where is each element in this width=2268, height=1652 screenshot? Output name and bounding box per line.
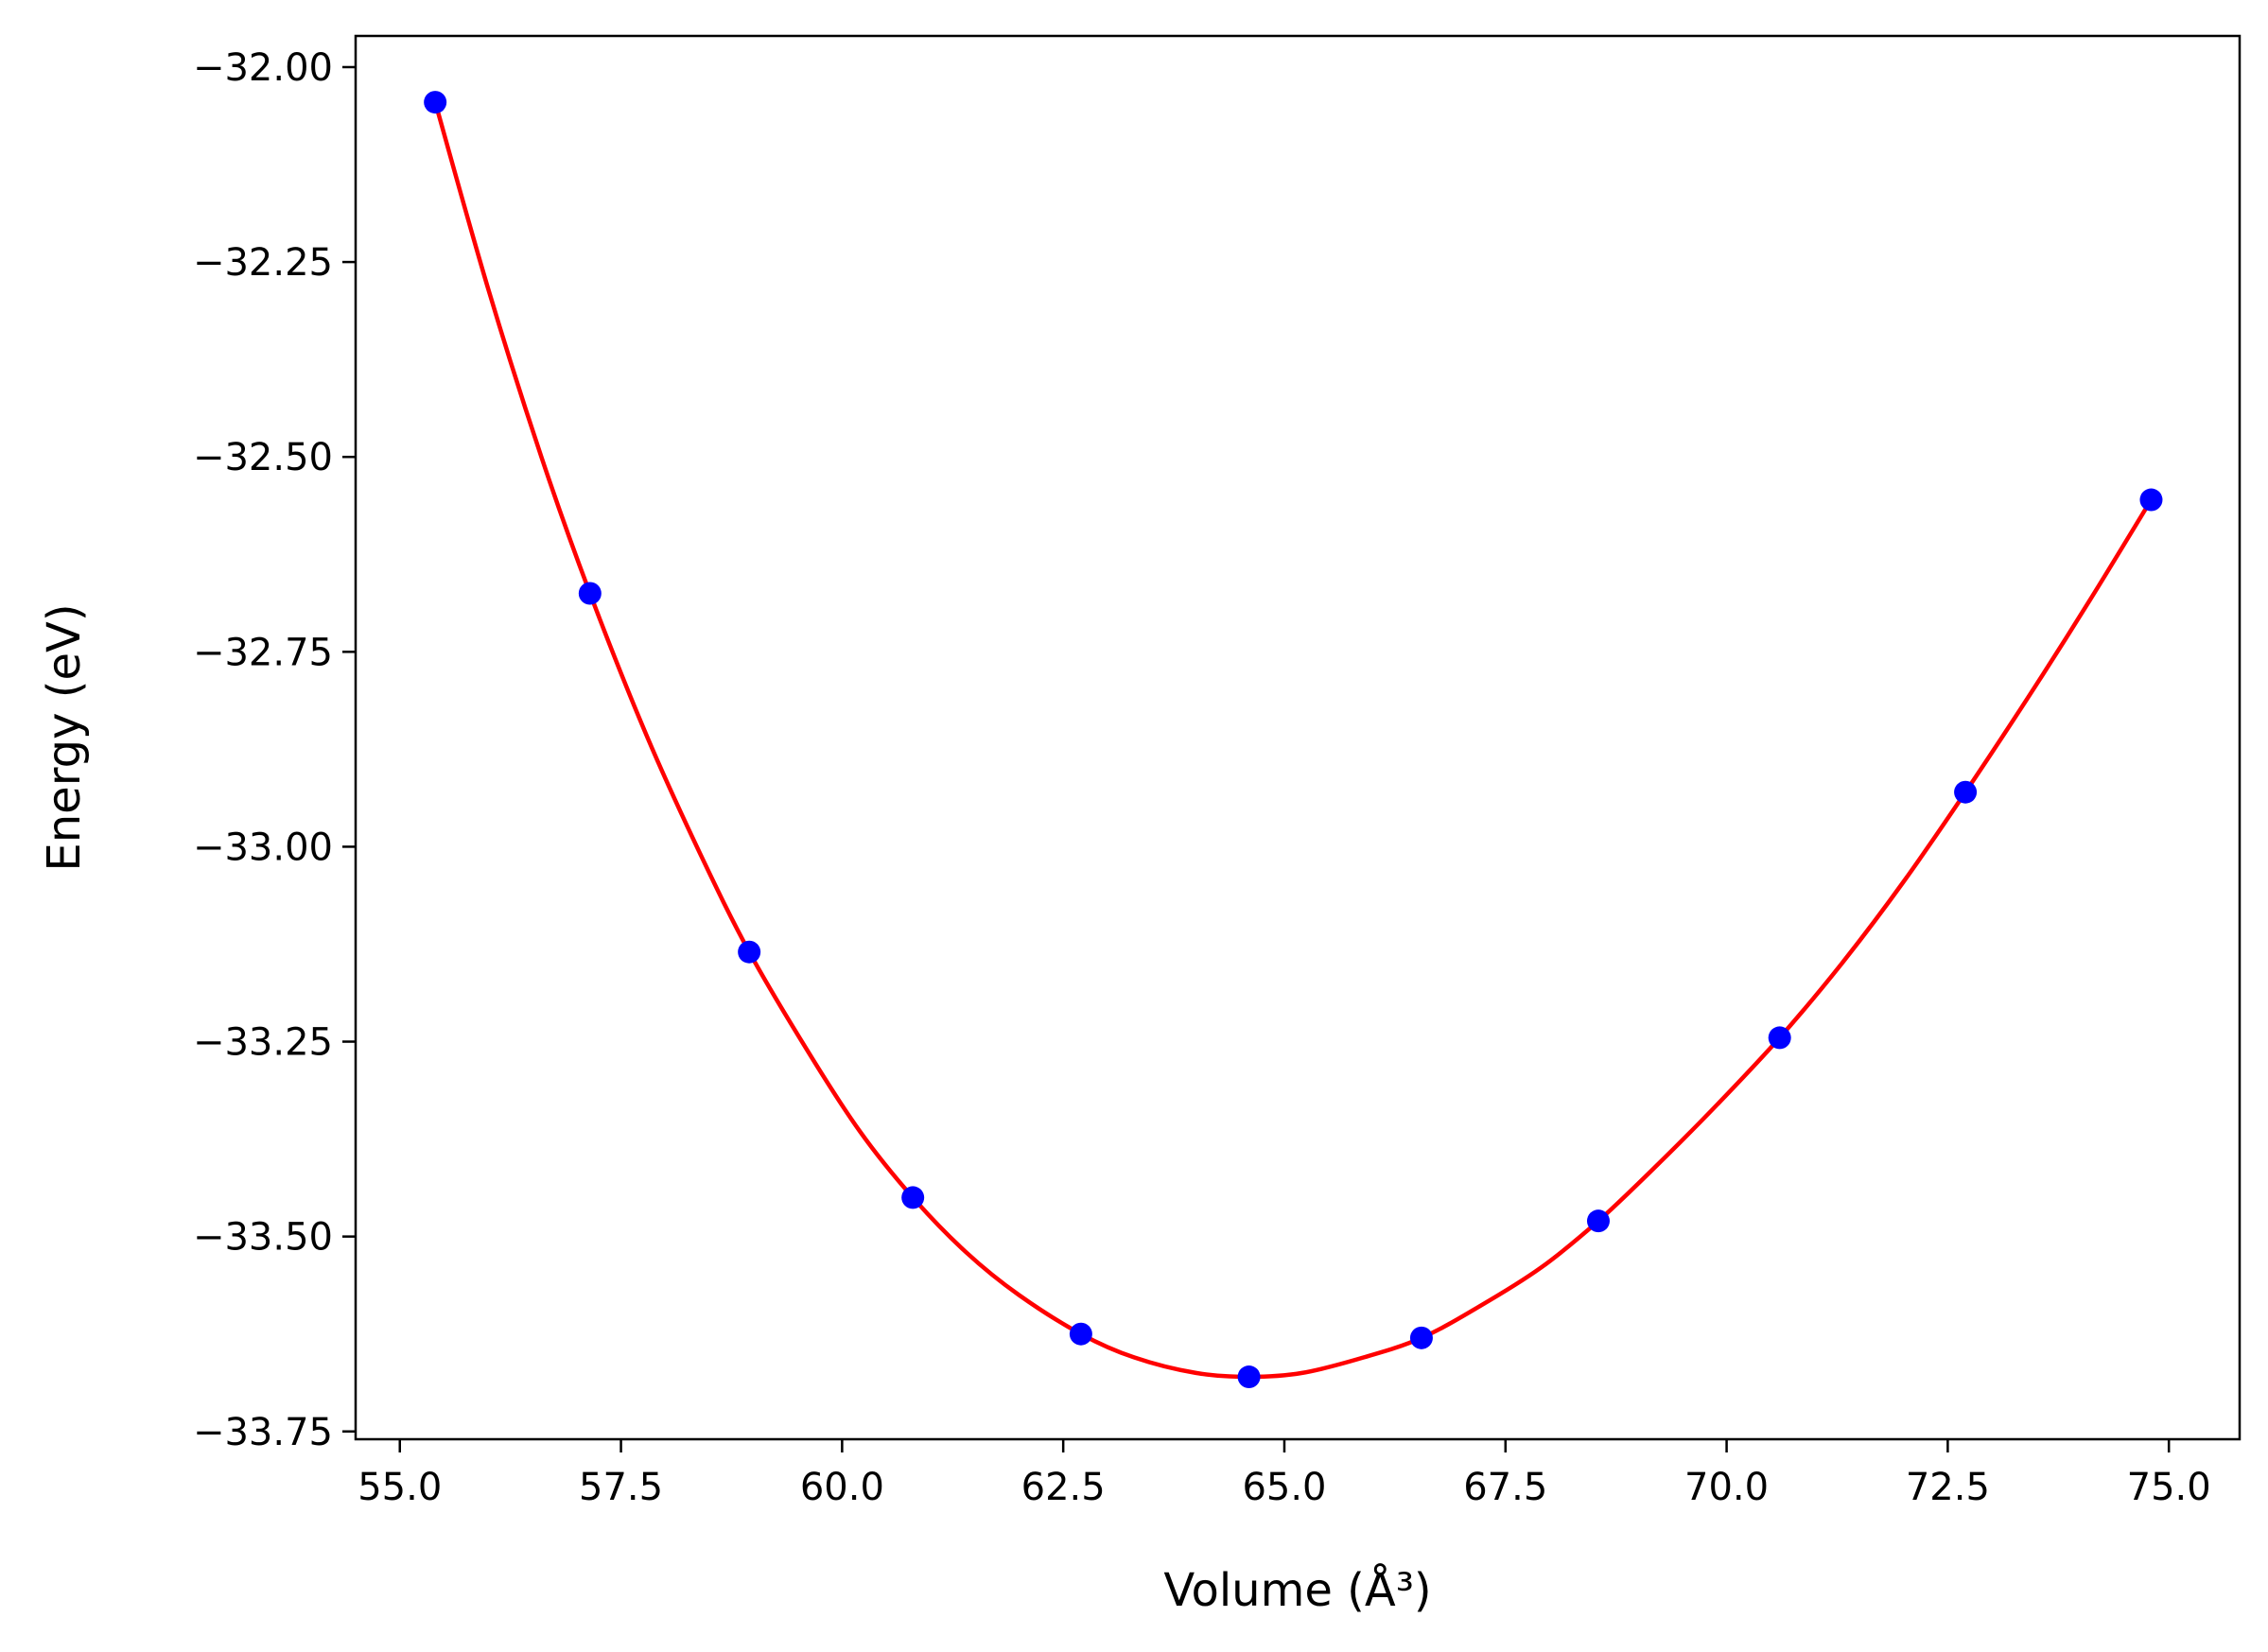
data-point xyxy=(2139,488,2163,512)
x-axis-label: Volume (Å³) xyxy=(1163,1563,1431,1617)
y-tick-label: −33.25 xyxy=(193,1021,333,1065)
x-tick-label: 57.5 xyxy=(579,1466,663,1509)
x-tick-label: 70.0 xyxy=(1684,1466,1769,1509)
x-tick-label: 65.0 xyxy=(1242,1466,1326,1509)
y-tick-label: −33.75 xyxy=(193,1411,333,1454)
data-point xyxy=(1069,1322,1092,1346)
x-tick-label: 62.5 xyxy=(1021,1466,1106,1509)
x-tick-label: 67.5 xyxy=(1463,1466,1547,1509)
data-point xyxy=(1237,1365,1261,1389)
y-tick-label: −32.25 xyxy=(193,241,333,285)
y-tick-label: −33.00 xyxy=(193,826,333,869)
x-tick-label: 55.0 xyxy=(358,1466,442,1509)
x-tick-label: 60.0 xyxy=(800,1466,884,1509)
y-tick-label: −32.50 xyxy=(193,436,333,479)
y-axis: −32.00 −32.25 −32.50 −32.75 −33.00 −33.25 −33.… xyxy=(193,46,356,1454)
fit-curve-line xyxy=(432,99,2154,1380)
y-tick-label: −33.50 xyxy=(193,1216,333,1260)
x-tick-label: 72.5 xyxy=(1906,1466,1990,1509)
data-point xyxy=(1409,1326,1433,1349)
x-axis: 55.0 57.5 60.0 62.5 65.0 67.5 70.0 72.5 75.0 xyxy=(358,1439,2211,1509)
axes-frame xyxy=(354,34,2242,1441)
y-tick-label: −32.00 xyxy=(193,46,333,90)
data-point xyxy=(1954,780,1978,804)
data-point xyxy=(578,582,602,605)
data-point xyxy=(1768,1026,1791,1050)
data-point xyxy=(1586,1209,1610,1233)
data-point xyxy=(901,1186,925,1209)
y-tick-label: −32.75 xyxy=(193,631,333,674)
x-tick-label: 75.0 xyxy=(2127,1466,2211,1509)
data-point xyxy=(738,940,761,964)
data-point xyxy=(424,91,447,114)
plot-area xyxy=(424,91,2163,1389)
y-axis-label: Energy (eV) xyxy=(38,603,91,871)
